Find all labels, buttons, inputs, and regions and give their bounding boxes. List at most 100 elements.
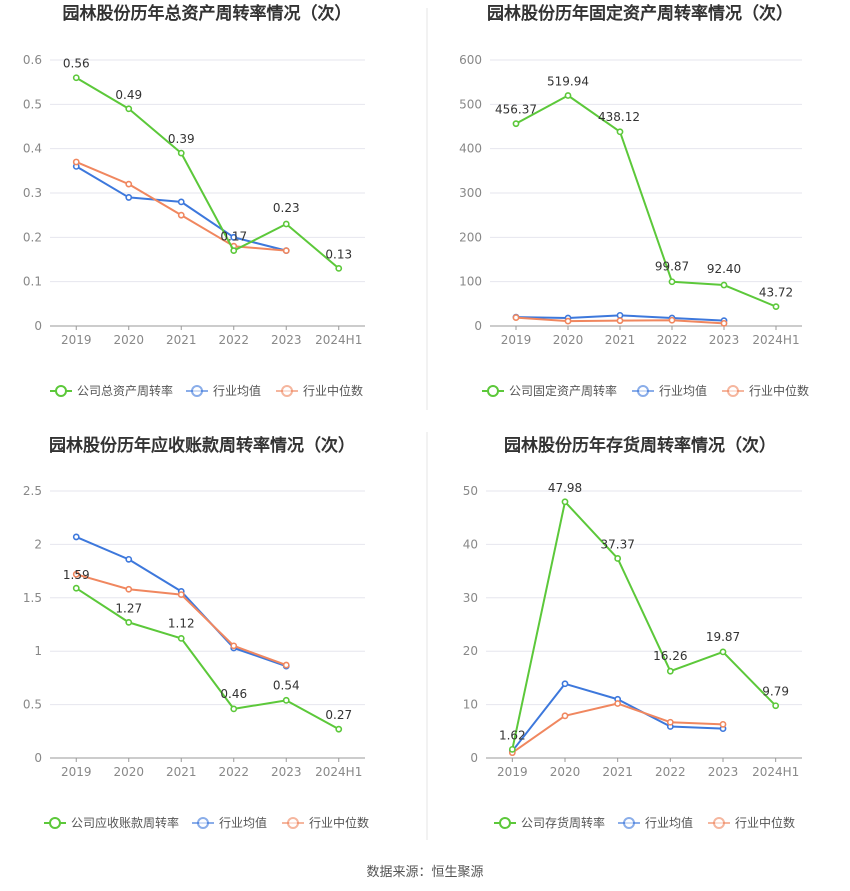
data-point-median xyxy=(561,712,569,720)
x-tick-label: 2019 xyxy=(497,765,528,779)
chart-panel-4: 园林股份历年存货周转率情况（次） 0 10 20 30 40 50 2019 2020 2021 2… xyxy=(463,435,802,830)
data-point-company xyxy=(772,702,780,710)
data-label: 1.27 xyxy=(115,601,142,615)
data-point-median xyxy=(616,317,624,325)
data-point-median xyxy=(564,317,572,325)
data-point-median xyxy=(72,158,80,166)
legend-item-company: 公司总资产周转率 xyxy=(50,383,173,398)
y-tick-label: 0 xyxy=(474,319,482,333)
y-tick-label: 400 xyxy=(459,142,482,156)
x-tick-label: 2020 xyxy=(550,765,581,779)
data-point-company xyxy=(666,667,674,675)
data-label: 16.26 xyxy=(653,649,687,663)
legend-swatch-circle xyxy=(727,385,739,397)
y-tick-label: 2 xyxy=(34,537,42,551)
legend-label: 公司应收账款周转率 xyxy=(71,815,179,830)
data-point-company xyxy=(616,128,624,136)
x-tick-label: 2022 xyxy=(657,333,688,347)
data-point-company xyxy=(668,278,676,286)
data-point-median xyxy=(614,700,622,707)
data-label: 0.54 xyxy=(273,678,300,692)
legend-swatch-circle xyxy=(637,385,649,397)
legend-label: 行业中位数 xyxy=(309,815,369,830)
series-line-company xyxy=(511,500,777,750)
x-tick-label: 2023 xyxy=(271,765,302,779)
data-point-company xyxy=(772,303,780,311)
y-tick-label: 30 xyxy=(463,591,478,605)
data-point-median xyxy=(177,211,185,219)
data-label: 0.17 xyxy=(220,230,247,244)
legend-item-company: 公司固定资产周转率 xyxy=(482,383,617,398)
x-tick-label: 2024H1 xyxy=(752,765,799,779)
legend-label: 行业中位数 xyxy=(735,815,795,830)
legend-label: 公司总资产周转率 xyxy=(77,383,173,398)
series-line-company xyxy=(75,587,340,731)
data-point-median xyxy=(125,585,133,593)
data-label: 519.94 xyxy=(547,74,589,88)
x-tick-label: 2022 xyxy=(218,765,249,779)
y-tick-label: 1 xyxy=(34,644,42,658)
data-point-median xyxy=(512,314,520,321)
data-point-company xyxy=(614,555,622,562)
x-tick-label: 2020 xyxy=(553,333,584,347)
x-tick-label: 2021 xyxy=(602,765,633,779)
x-tick-label: 2021 xyxy=(166,333,197,347)
y-tick-label: 100 xyxy=(459,275,482,289)
x-tick-label: 2019 xyxy=(61,333,92,347)
x-tick-label: 2024H1 xyxy=(752,333,799,347)
series-line-company xyxy=(75,76,340,270)
data-point-company xyxy=(564,92,572,99)
data-point-median xyxy=(230,642,238,650)
data-point-median xyxy=(282,661,290,669)
legend-label: 公司存货周转率 xyxy=(521,815,605,830)
data-point-median xyxy=(125,180,133,188)
x-tick-label: 2019 xyxy=(501,333,532,347)
x-tick-label: 2020 xyxy=(113,765,144,779)
legend-item-avg: 行业均值 xyxy=(186,383,261,398)
data-point-median xyxy=(282,247,290,255)
data-point-avg xyxy=(616,311,624,319)
x-tick-label: 2020 xyxy=(113,333,144,347)
chart-panel-2: 园林股份历年固定资产周转率情况（次） 0 100 200 300 400 500 600 201… xyxy=(459,3,809,398)
legend-item-avg: 行业均值 xyxy=(192,815,267,830)
y-tick-label: 40 xyxy=(463,537,478,551)
data-point-median xyxy=(668,316,676,324)
data-point-avg xyxy=(561,680,569,688)
legend-item-median: 行业中位数 xyxy=(276,383,363,398)
data-point-company xyxy=(282,696,290,704)
y-tick-label: 0 xyxy=(470,751,478,765)
data-point-company xyxy=(177,634,185,642)
chart-panel-1: 园林股份历年总资产周转率情况（次） 0 0.1 0.2 0.3 0.4 0.5 0.6 2019… xyxy=(23,3,365,398)
legend-swatch-circle xyxy=(487,385,499,397)
data-label: 19.87 xyxy=(706,630,740,644)
series-line-avg xyxy=(511,682,724,752)
data-label: 0.56 xyxy=(63,57,90,71)
legend-item-median: 行业中位数 xyxy=(282,815,369,830)
y-tick-label: 10 xyxy=(463,698,478,712)
x-tick-label: 2019 xyxy=(61,765,92,779)
series-line-company xyxy=(515,94,777,308)
data-point-company xyxy=(282,220,290,228)
legend-item-avg: 行业均值 xyxy=(632,383,707,398)
legend-label: 公司固定资产周转率 xyxy=(509,383,617,398)
legend-item-company: 公司存货周转率 xyxy=(494,815,605,830)
y-tick-label: 0.5 xyxy=(23,698,42,712)
y-tick-label: 0.1 xyxy=(23,275,42,289)
data-point-company xyxy=(230,705,238,713)
data-point-avg xyxy=(125,194,133,201)
data-point-company xyxy=(719,648,727,656)
legend-label: 行业均值 xyxy=(219,815,267,830)
x-tick-label: 2023 xyxy=(708,765,739,779)
y-tick-label: 600 xyxy=(459,53,482,67)
y-tick-label: 0 xyxy=(34,319,42,333)
y-tick-label: 0 xyxy=(34,751,42,765)
data-source-text: 数据来源：恒生聚源 xyxy=(366,865,483,880)
x-tick-label: 2024H1 xyxy=(315,333,362,347)
data-label: 438.12 xyxy=(598,110,640,124)
y-tick-label: 1.5 xyxy=(23,591,42,605)
data-point-company xyxy=(335,264,343,272)
legend-swatch-circle xyxy=(499,817,511,829)
data-label: 456.37 xyxy=(495,103,537,117)
legend-swatch-circle xyxy=(623,817,635,829)
data-point-median xyxy=(720,319,728,327)
